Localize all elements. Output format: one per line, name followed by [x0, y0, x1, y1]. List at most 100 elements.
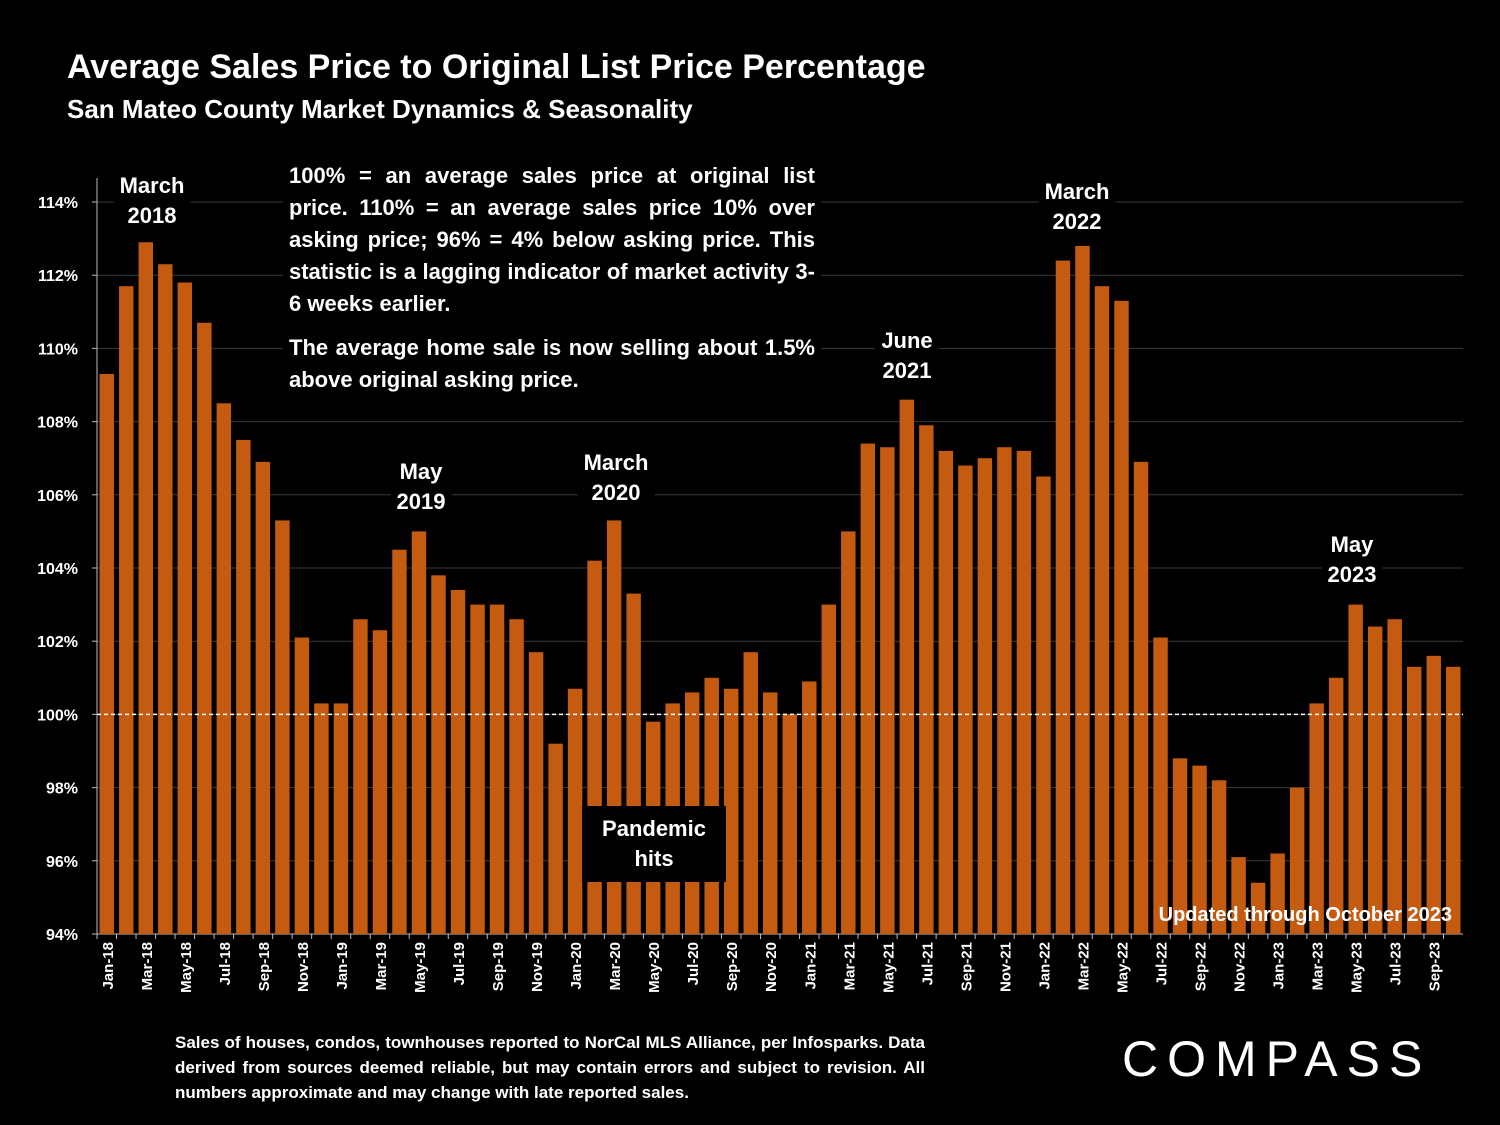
bar: [1133, 461, 1149, 934]
bar: [880, 447, 895, 934]
y-tick-label: 104%: [37, 561, 78, 578]
annotation: March 2022: [1038, 177, 1116, 237]
bar: [860, 443, 876, 934]
annotation: March 2018: [113, 171, 191, 231]
annotation: March 2020: [577, 448, 655, 508]
bar: [509, 619, 524, 934]
x-tick-label: Jan-23: [1271, 942, 1288, 990]
x-tick-label: Nov-21: [997, 942, 1014, 992]
bar: [821, 604, 837, 934]
note: The average home sale is now selling abo…: [289, 335, 815, 392]
y-tick-label: 110%: [38, 341, 78, 358]
chart-subtitle: San Mateo County Market Dynamics & Seaso…: [67, 94, 693, 124]
bar: [802, 681, 817, 934]
bar: [255, 461, 271, 934]
footnote: Sales of houses, condos, townhouses repo…: [175, 1033, 925, 1102]
annotation: May 2023: [1321, 530, 1383, 590]
bar: [216, 403, 232, 934]
bar: [782, 714, 797, 934]
x-tick-label: May-22: [1115, 942, 1132, 993]
bar: [997, 447, 1012, 934]
x-tick-label: May-21: [880, 942, 897, 993]
x-tick-label: Jul-19: [451, 942, 468, 985]
bar: [1016, 450, 1032, 934]
y-tick-label: 94%: [46, 927, 78, 944]
bar: [489, 604, 505, 934]
x-tick-label: May-18: [178, 942, 195, 993]
bar: [1055, 260, 1071, 934]
x-tick-label: Mar-23: [1310, 942, 1327, 990]
bar: [138, 242, 154, 934]
x-tick-label: Sep-18: [256, 942, 273, 991]
y-tick-label: 98%: [46, 781, 78, 798]
bar: [938, 450, 954, 934]
bar: [99, 374, 114, 934]
bar: [119, 286, 134, 934]
bar: [1270, 853, 1285, 934]
bar: [431, 575, 446, 934]
x-tick-label: May-19: [412, 942, 429, 993]
bar: [763, 692, 778, 934]
x-tick-label: Jan-18: [100, 942, 117, 990]
bar: [1114, 300, 1129, 934]
x-tick-label: Mar-22: [1075, 942, 1092, 990]
bar: [723, 688, 739, 934]
annotation: June 2021: [875, 326, 939, 386]
chart-title: Average Sales Price to Original List Pri…: [67, 48, 926, 86]
x-tick-label: Sep-23: [1427, 942, 1444, 991]
bar: [528, 652, 544, 934]
bar: [958, 465, 973, 934]
note: 100% = an average sales price at origina…: [289, 163, 815, 316]
bar: [372, 630, 388, 934]
x-tick-label: Nov-22: [1232, 942, 1249, 992]
notes: 100% = an average sales price at origina…: [283, 160, 821, 408]
bar: [899, 399, 915, 934]
x-tick-label: Jan-22: [1036, 942, 1053, 990]
bar: [333, 703, 349, 934]
y-tick-label: 114%: [38, 195, 78, 212]
bar: [919, 425, 934, 934]
bar: [1387, 619, 1402, 934]
x-tick-label: Jan-20: [568, 942, 585, 990]
bar: [1250, 882, 1266, 934]
bar: [743, 652, 758, 934]
bar: [411, 531, 427, 934]
bar: [1036, 476, 1051, 934]
logo: COMPASS: [1122, 1031, 1432, 1087]
bar: [841, 531, 856, 934]
x-tick-label: Sep-19: [490, 942, 507, 991]
annotation: May 2019: [390, 457, 452, 517]
x-tick-label: Nov-19: [529, 942, 546, 992]
x-tick-label: Jul-23: [1388, 942, 1405, 985]
bar: [314, 703, 329, 934]
bar: [626, 593, 641, 934]
bar: [1172, 758, 1188, 934]
x-tick-label: Mar-21: [841, 942, 858, 990]
bar: [977, 458, 993, 934]
bar: [1211, 780, 1227, 934]
x-tick-label: May-20: [646, 942, 663, 993]
x-tick-label: Jan-19: [334, 942, 351, 990]
callout: Pandemic hits: [582, 806, 726, 882]
bar: [1309, 703, 1324, 934]
bar: [450, 589, 466, 934]
bar: [1328, 677, 1344, 934]
bar: [1153, 637, 1168, 934]
x-tick-label: Sep-20: [724, 942, 741, 991]
bar: [1348, 604, 1363, 934]
bar: [470, 604, 485, 934]
x-tick-label: Jul-21: [919, 942, 936, 985]
x-tick-label: Mar-20: [607, 942, 624, 990]
x-tick-label: Sep-22: [1193, 942, 1210, 991]
y-tick-label: 108%: [37, 415, 78, 432]
bar: [1426, 655, 1441, 934]
x-tick-label: Jan-21: [802, 942, 819, 990]
bar: [158, 264, 173, 935]
bar: [353, 619, 368, 934]
bar: [177, 282, 193, 934]
bar: [236, 439, 251, 934]
bar: [294, 637, 310, 934]
y-tick-label: 112%: [38, 268, 78, 285]
bar: [1192, 765, 1207, 934]
